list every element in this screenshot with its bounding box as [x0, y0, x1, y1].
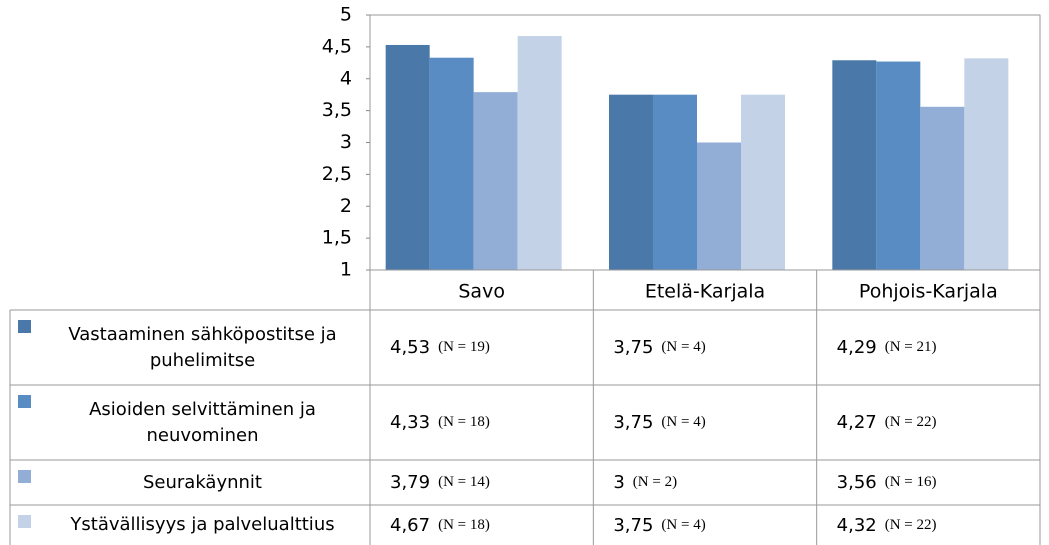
table-cell: 4,67 (N = 18)	[370, 505, 593, 545]
table-cell: 3,75 (N = 4)	[593, 385, 816, 460]
y-tick-label: 5	[340, 4, 352, 26]
value-label: 3	[613, 472, 625, 493]
bar	[609, 94, 653, 270]
y-tick-label: 3	[340, 131, 352, 153]
value-label: 4,29	[836, 337, 877, 358]
x-tick-label: Pohjois-Karjala	[859, 281, 998, 303]
bar	[653, 94, 697, 270]
table-cell: 3,75 (N = 4)	[593, 310, 816, 385]
n-label: (N = 18)	[438, 516, 490, 533]
y-tick-label: 1,5	[322, 227, 352, 249]
table-cell: 3,56 (N = 16)	[817, 460, 1040, 505]
n-label: (N = 22)	[884, 414, 937, 430]
legend-swatch	[18, 515, 31, 528]
table-cell: 4,33 (N = 18)	[370, 385, 593, 460]
legend-label: Asioiden selvittäminen ja neuvominen	[89, 398, 316, 446]
n-label: (N = 14)	[438, 474, 490, 490]
table-cell: 4,27 (N = 22)	[817, 385, 1040, 460]
value-label: 3,56	[836, 472, 877, 493]
n-label: (N = 22)	[884, 516, 937, 533]
y-tick-label: 4	[340, 67, 352, 89]
legend-cell: Seurakäynnit	[10, 460, 370, 505]
y-tick-label: 2,5	[322, 163, 352, 185]
table-cell: 4,53 (N = 19)	[370, 310, 593, 385]
n-label: (N = 21)	[884, 339, 937, 355]
table-cell: 3,75 (N = 4)	[593, 505, 816, 545]
legend-swatch	[18, 320, 31, 333]
bar	[473, 92, 518, 270]
n-label: (N = 19)	[438, 339, 490, 355]
n-label: (N = 2)	[632, 474, 678, 490]
bar	[429, 57, 474, 271]
y-tick-label: 1	[340, 259, 352, 281]
legend-cell: Asioiden selvittäminen ja neuvominen	[10, 385, 370, 460]
legend-cell: Ystävällisyys ja palvelualttius	[10, 505, 370, 545]
bar	[385, 44, 430, 271]
bar	[964, 58, 1009, 270]
table-cell: 4,32 (N = 22)	[817, 505, 1040, 545]
table-cell: 4,29 (N = 21)	[817, 310, 1040, 385]
value-label: 3,75	[613, 514, 654, 536]
value-label: 4,27	[836, 412, 877, 433]
bar	[741, 94, 785, 270]
legend-cell: Vastaaminen sähköpostitse ja puhelimitse	[10, 310, 370, 385]
n-label: (N = 4)	[661, 339, 706, 355]
n-label: (N = 4)	[661, 414, 706, 430]
table-cell: 3 (N = 2)	[593, 460, 816, 505]
legend-label: Vastaaminen sähköpostitse ja puhelimitse	[68, 323, 337, 371]
legend-label: Ystävällisyys ja palvelualttius	[70, 514, 335, 535]
bar	[832, 60, 877, 271]
bar	[876, 61, 921, 270]
bar	[920, 106, 965, 270]
x-tick-label: Savo	[458, 281, 505, 303]
value-label: 4,53	[390, 337, 431, 358]
bar	[697, 142, 741, 270]
legend-swatch	[18, 395, 31, 408]
n-label: (N = 18)	[438, 414, 490, 430]
value-label: 4,32	[836, 514, 877, 536]
value-label: 3,79	[390, 472, 431, 493]
n-label: (N = 4)	[661, 516, 706, 533]
legend-label: Seurakäynnit	[142, 471, 262, 493]
n-label: (N = 16)	[884, 474, 937, 490]
legend-swatch	[18, 470, 31, 483]
value-label: 4,67	[390, 514, 431, 536]
value-label: 3,75	[613, 412, 654, 433]
value-label: 4,33	[390, 412, 431, 433]
bar	[517, 36, 562, 270]
x-tick-label: Etelä-Karjala	[645, 281, 765, 303]
table-cell: 3,79 (N = 14)	[370, 460, 593, 505]
y-tick-label: 2	[340, 195, 352, 217]
value-label: 3,75	[613, 337, 654, 358]
y-tick-label: 4,5	[322, 35, 352, 57]
y-tick-label: 3,5	[322, 99, 352, 121]
